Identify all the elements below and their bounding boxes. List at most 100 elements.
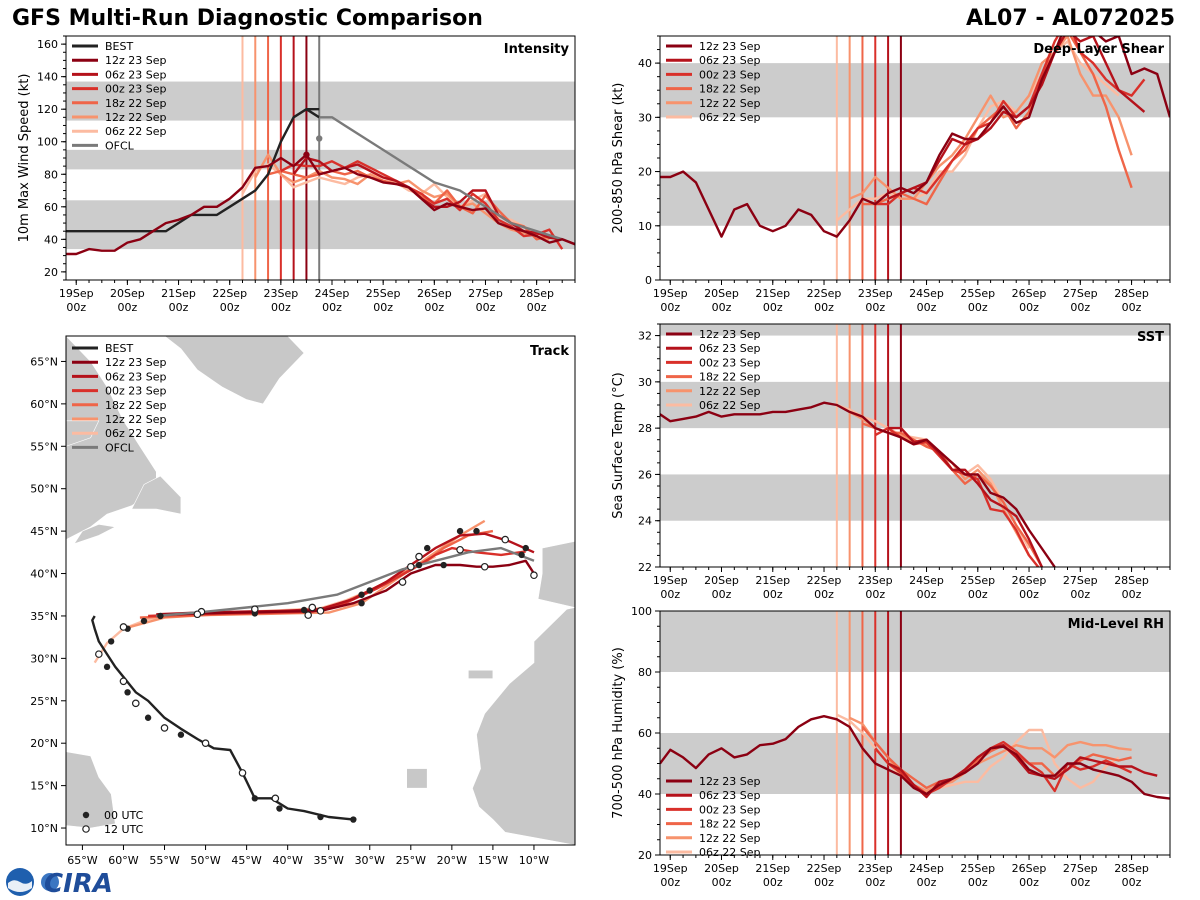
- track-point-00utc: [358, 600, 365, 607]
- panel-shear: 01020304019Sep00z20Sep00z21Sep00z22Sep00…: [611, 35, 1171, 314]
- x-tick-label-date: 24Sep: [315, 287, 350, 300]
- panel-rh: 2040608010019Sep00z20Sep00z21Sep00z22Sep…: [611, 605, 1171, 889]
- track-line-18z-22-Sep: [139, 529, 494, 619]
- legend-label: 12z 23 Sep: [699, 328, 761, 341]
- x-tick-label-hour: 00z: [66, 301, 86, 314]
- lat-tick-label: 25°N: [30, 695, 58, 708]
- plot-area: [660, 611, 1170, 855]
- track-point-00utc: [276, 805, 283, 812]
- lon-tick-label: 20°W: [437, 854, 467, 867]
- x-tick-label-date: 19Sep: [653, 287, 688, 300]
- track-point-12utc: [398, 578, 407, 586]
- x-tick-label-hour: 00z: [373, 301, 393, 314]
- threshold-band: [660, 381, 1170, 429]
- x-tick-label-hour: 00z: [712, 588, 732, 601]
- cira-text: CIRA: [44, 869, 113, 898]
- legend-label: 00z 23 Sep: [105, 385, 167, 398]
- track-point-00utc: [144, 714, 152, 721]
- panel-track: 65°W 60°W 55°W 50°W 45°W 40°W 35°W 30°W 25°W 20°W…: [30, 335, 576, 867]
- legend-label: 06z 23 Sep: [105, 68, 167, 81]
- x-tick-label-hour: 00z: [527, 301, 547, 314]
- x-tick-label-hour: 00z: [865, 301, 885, 314]
- track-point-00utc: [440, 561, 447, 569]
- track-point-12utc: [530, 571, 538, 580]
- x-tick-label-date: 28Sep: [1114, 574, 1149, 587]
- lon-tick-label: 55°W: [149, 854, 179, 867]
- lon-tick-label: 40°W: [272, 854, 302, 867]
- x-tick-label-hour: 00z: [763, 876, 783, 889]
- x-tick-label-date: 20Sep: [704, 287, 739, 300]
- x-tick-label-hour: 00z: [1122, 588, 1142, 601]
- x-tick-label-hour: 00z: [271, 301, 291, 314]
- lat-tick-label: 30°N: [30, 652, 58, 665]
- y-tick-label: 30: [638, 111, 652, 124]
- panel-sst: 22242628303219Sep00z20Sep00z21Sep00z22Se…: [611, 323, 1171, 601]
- legend-label: BEST: [105, 40, 133, 53]
- track-point-00utc: [140, 617, 148, 625]
- lat-tick-label: 35°N: [30, 610, 58, 623]
- x-tick-label-date: 26Sep: [417, 287, 452, 300]
- panel-title: Mid-Level RH: [1068, 617, 1164, 632]
- x-tick-label-hour: 00z: [1019, 301, 1039, 314]
- x-tick-label-hour: 00z: [814, 588, 834, 601]
- panel-intensity: 2040608010012014016019Sep00z20Sep00z21Se…: [17, 35, 576, 314]
- legend-label: 12z 22 Sep: [699, 97, 761, 110]
- track-point-12utc: [201, 739, 210, 748]
- y-tick-label: 24: [638, 515, 652, 528]
- x-tick-label-date: 19Sep: [653, 862, 688, 875]
- track-point-00utc: [522, 544, 529, 552]
- x-tick-label-date: 28Sep: [1114, 862, 1149, 875]
- x-tick-label-date: 22Sep: [212, 287, 247, 300]
- threshold-band: [66, 200, 575, 250]
- x-tick-label-date: 19Sep: [653, 574, 688, 587]
- legend-label: 00z 23 Sep: [699, 356, 761, 369]
- track-line-00z-23-Sep: [148, 546, 526, 618]
- legend-label: 06z 22 Sep: [699, 399, 761, 412]
- y-tick-label: 140: [37, 71, 58, 84]
- series-line-BEST: [66, 107, 320, 233]
- track-point-00utc: [518, 551, 525, 559]
- panel-title: Deep-Layer Shear: [1033, 42, 1164, 57]
- track-point-12utc: [119, 623, 128, 631]
- lon-tick-label: 50°W: [190, 854, 220, 867]
- x-tick-label-date: 21Sep: [161, 287, 196, 300]
- x-tick-label-hour: 00z: [763, 588, 783, 601]
- x-tick-label-hour: 00z: [712, 876, 732, 889]
- track-point-12utc: [308, 603, 317, 612]
- legend-label: 06z 22 Sep: [699, 111, 761, 124]
- x-tick-label-hour: 00z: [476, 301, 496, 314]
- lon-tick-label: 45°W: [231, 854, 261, 867]
- track-point-12utc: [480, 562, 489, 571]
- y-axis-label: Sea Surface Temp (°C): [611, 372, 626, 519]
- legend-marker-00utc: [82, 811, 90, 819]
- landmass-nova-scotia: [73, 523, 117, 545]
- legend-label: 12z 23 Sep: [105, 54, 167, 67]
- legend-label: 00z 23 Sep: [105, 83, 167, 96]
- x-tick-label-hour: 00z: [763, 301, 783, 314]
- x-tick-label-date: 23Sep: [858, 574, 893, 587]
- x-tick-label-date: 25Sep: [960, 287, 995, 300]
- x-tick-label-date: 26Sep: [1012, 862, 1047, 875]
- x-tick-label-date: 19Sep: [59, 287, 94, 300]
- track-point-12utc: [131, 699, 140, 708]
- x-tick-label-date: 23Sep: [263, 287, 298, 300]
- legend-label: OFCL: [105, 139, 135, 152]
- x-tick-label-date: 28Sep: [1114, 287, 1149, 300]
- y-tick-label: 160: [37, 38, 58, 51]
- series-line-00z-23-Sep: [875, 36, 1146, 206]
- x-tick-label-hour: 00z: [814, 876, 834, 889]
- track-point-12utc: [304, 611, 312, 619]
- figure-title: GFS Multi-Run Diagnostic Comparison: [12, 6, 483, 31]
- track-point-00utc: [456, 527, 464, 535]
- x-tick-label-date: 20Sep: [704, 574, 739, 587]
- x-tick-label-date: 22Sep: [807, 862, 842, 875]
- track-point-12utc: [456, 545, 464, 554]
- track-point-00utc: [415, 561, 423, 569]
- series-line-12z-23-Sep: [66, 153, 575, 256]
- x-tick-label-hour: 00z: [424, 301, 444, 314]
- x-tick-label-hour: 00z: [712, 301, 732, 314]
- series-line-12z-23-Sep: [660, 401, 1056, 567]
- legend-label: 18z 22 Sep: [699, 371, 761, 384]
- globe-icon: [41, 873, 59, 891]
- plot-area: [660, 36, 1170, 280]
